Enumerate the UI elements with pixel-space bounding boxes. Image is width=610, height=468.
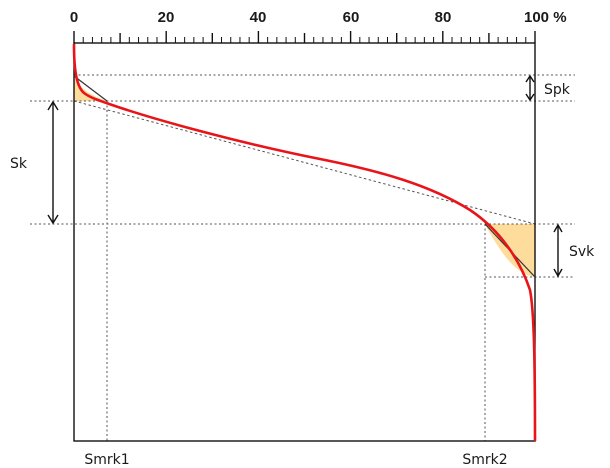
spk-dimension: Spk (525, 74, 571, 102)
x-axis-tick-labels: 0 20 40 60 80 100 % (70, 9, 567, 26)
approx-curve-peak (73, 75, 108, 102)
tick-label-100: 100 % (524, 9, 567, 26)
svk-dimension: Svk (553, 223, 595, 278)
tick-label-20: 20 (158, 9, 175, 26)
tick-label-60: 60 (343, 9, 360, 26)
sk-label: Sk (10, 156, 28, 172)
x-axis-ticks (73, 31, 536, 43)
plot-frame (73, 42, 536, 442)
tick-label-80: 80 (435, 9, 452, 26)
peak-area-fill (74, 75, 107, 101)
spk-label: Spk (544, 82, 571, 98)
equivalent-straight-line (73, 100, 536, 225)
sk-dimension: Sk (10, 100, 59, 225)
tick-label-40: 40 (250, 9, 267, 26)
smrk2-label: Smrk2 (462, 452, 507, 468)
svk-label: Svk (569, 244, 595, 260)
tick-label-0: 0 (70, 9, 78, 26)
material-ratio-curve (72, 43, 537, 442)
smrk1-label: Smrk1 (84, 452, 129, 468)
